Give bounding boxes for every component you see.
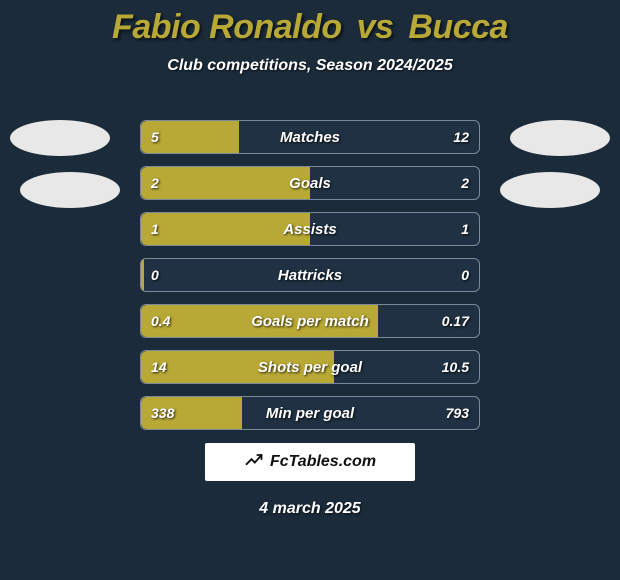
- stat-fill-player1: [141, 397, 242, 429]
- stat-value-player1: 0: [151, 259, 159, 291]
- player2-name: Bucca: [408, 8, 508, 46]
- stat-value-player2: 10.5: [442, 351, 469, 383]
- stat-value-player2: 2: [461, 167, 469, 199]
- stat-value-player2: 0: [461, 259, 469, 291]
- brand-text: FcTables.com: [270, 453, 376, 471]
- stat-fill-player1: [141, 259, 144, 291]
- stat-row: 22Goals: [140, 166, 480, 200]
- brand-badge: FcTables.com: [205, 443, 415, 481]
- page-title: Fabio Ronaldo vs Bucca: [0, 8, 620, 47]
- date-label: 4 march 2025: [0, 500, 620, 518]
- stat-value-player2: 1: [461, 213, 469, 245]
- vs-label: vs: [357, 8, 394, 46]
- brand-chart-icon: [244, 450, 264, 475]
- stat-value-player2: 793: [446, 397, 469, 429]
- comparison-infographic: Fabio Ronaldo vs Bucca Club competitions…: [0, 0, 620, 580]
- player2-avatar-placeholder-top: [510, 120, 610, 156]
- stat-fill-player1: [141, 121, 239, 153]
- player2-avatar-placeholder-bottom: [500, 172, 600, 208]
- stat-fill-player1: [141, 305, 378, 337]
- stat-fill-player1: [141, 213, 310, 245]
- stat-row: 338793Min per goal: [140, 396, 480, 430]
- stat-value-player2: 0.17: [442, 305, 469, 337]
- stat-value-player2: 12: [453, 121, 469, 153]
- stat-row: 0 0Hattricks: [140, 258, 480, 292]
- player1-name: Fabio Ronaldo: [112, 8, 342, 46]
- stat-row: 512Matches: [140, 120, 480, 154]
- stat-label: Hattricks: [141, 259, 479, 291]
- stat-fill-player1: [141, 167, 310, 199]
- stat-row: 0.40.17Goals per match: [140, 304, 480, 338]
- stat-row: 1410.5Shots per goal: [140, 350, 480, 384]
- player1-avatar-placeholder-bottom: [20, 172, 120, 208]
- player1-avatar-placeholder-top: [10, 120, 110, 156]
- stat-row: 11Assists: [140, 212, 480, 246]
- subtitle: Club competitions, Season 2024/2025: [0, 57, 620, 75]
- stat-fill-player1: [141, 351, 334, 383]
- stats-bar-chart: 512Matches 22Goals 11Assists 0 0Hattricks 0.4…: [140, 120, 480, 442]
